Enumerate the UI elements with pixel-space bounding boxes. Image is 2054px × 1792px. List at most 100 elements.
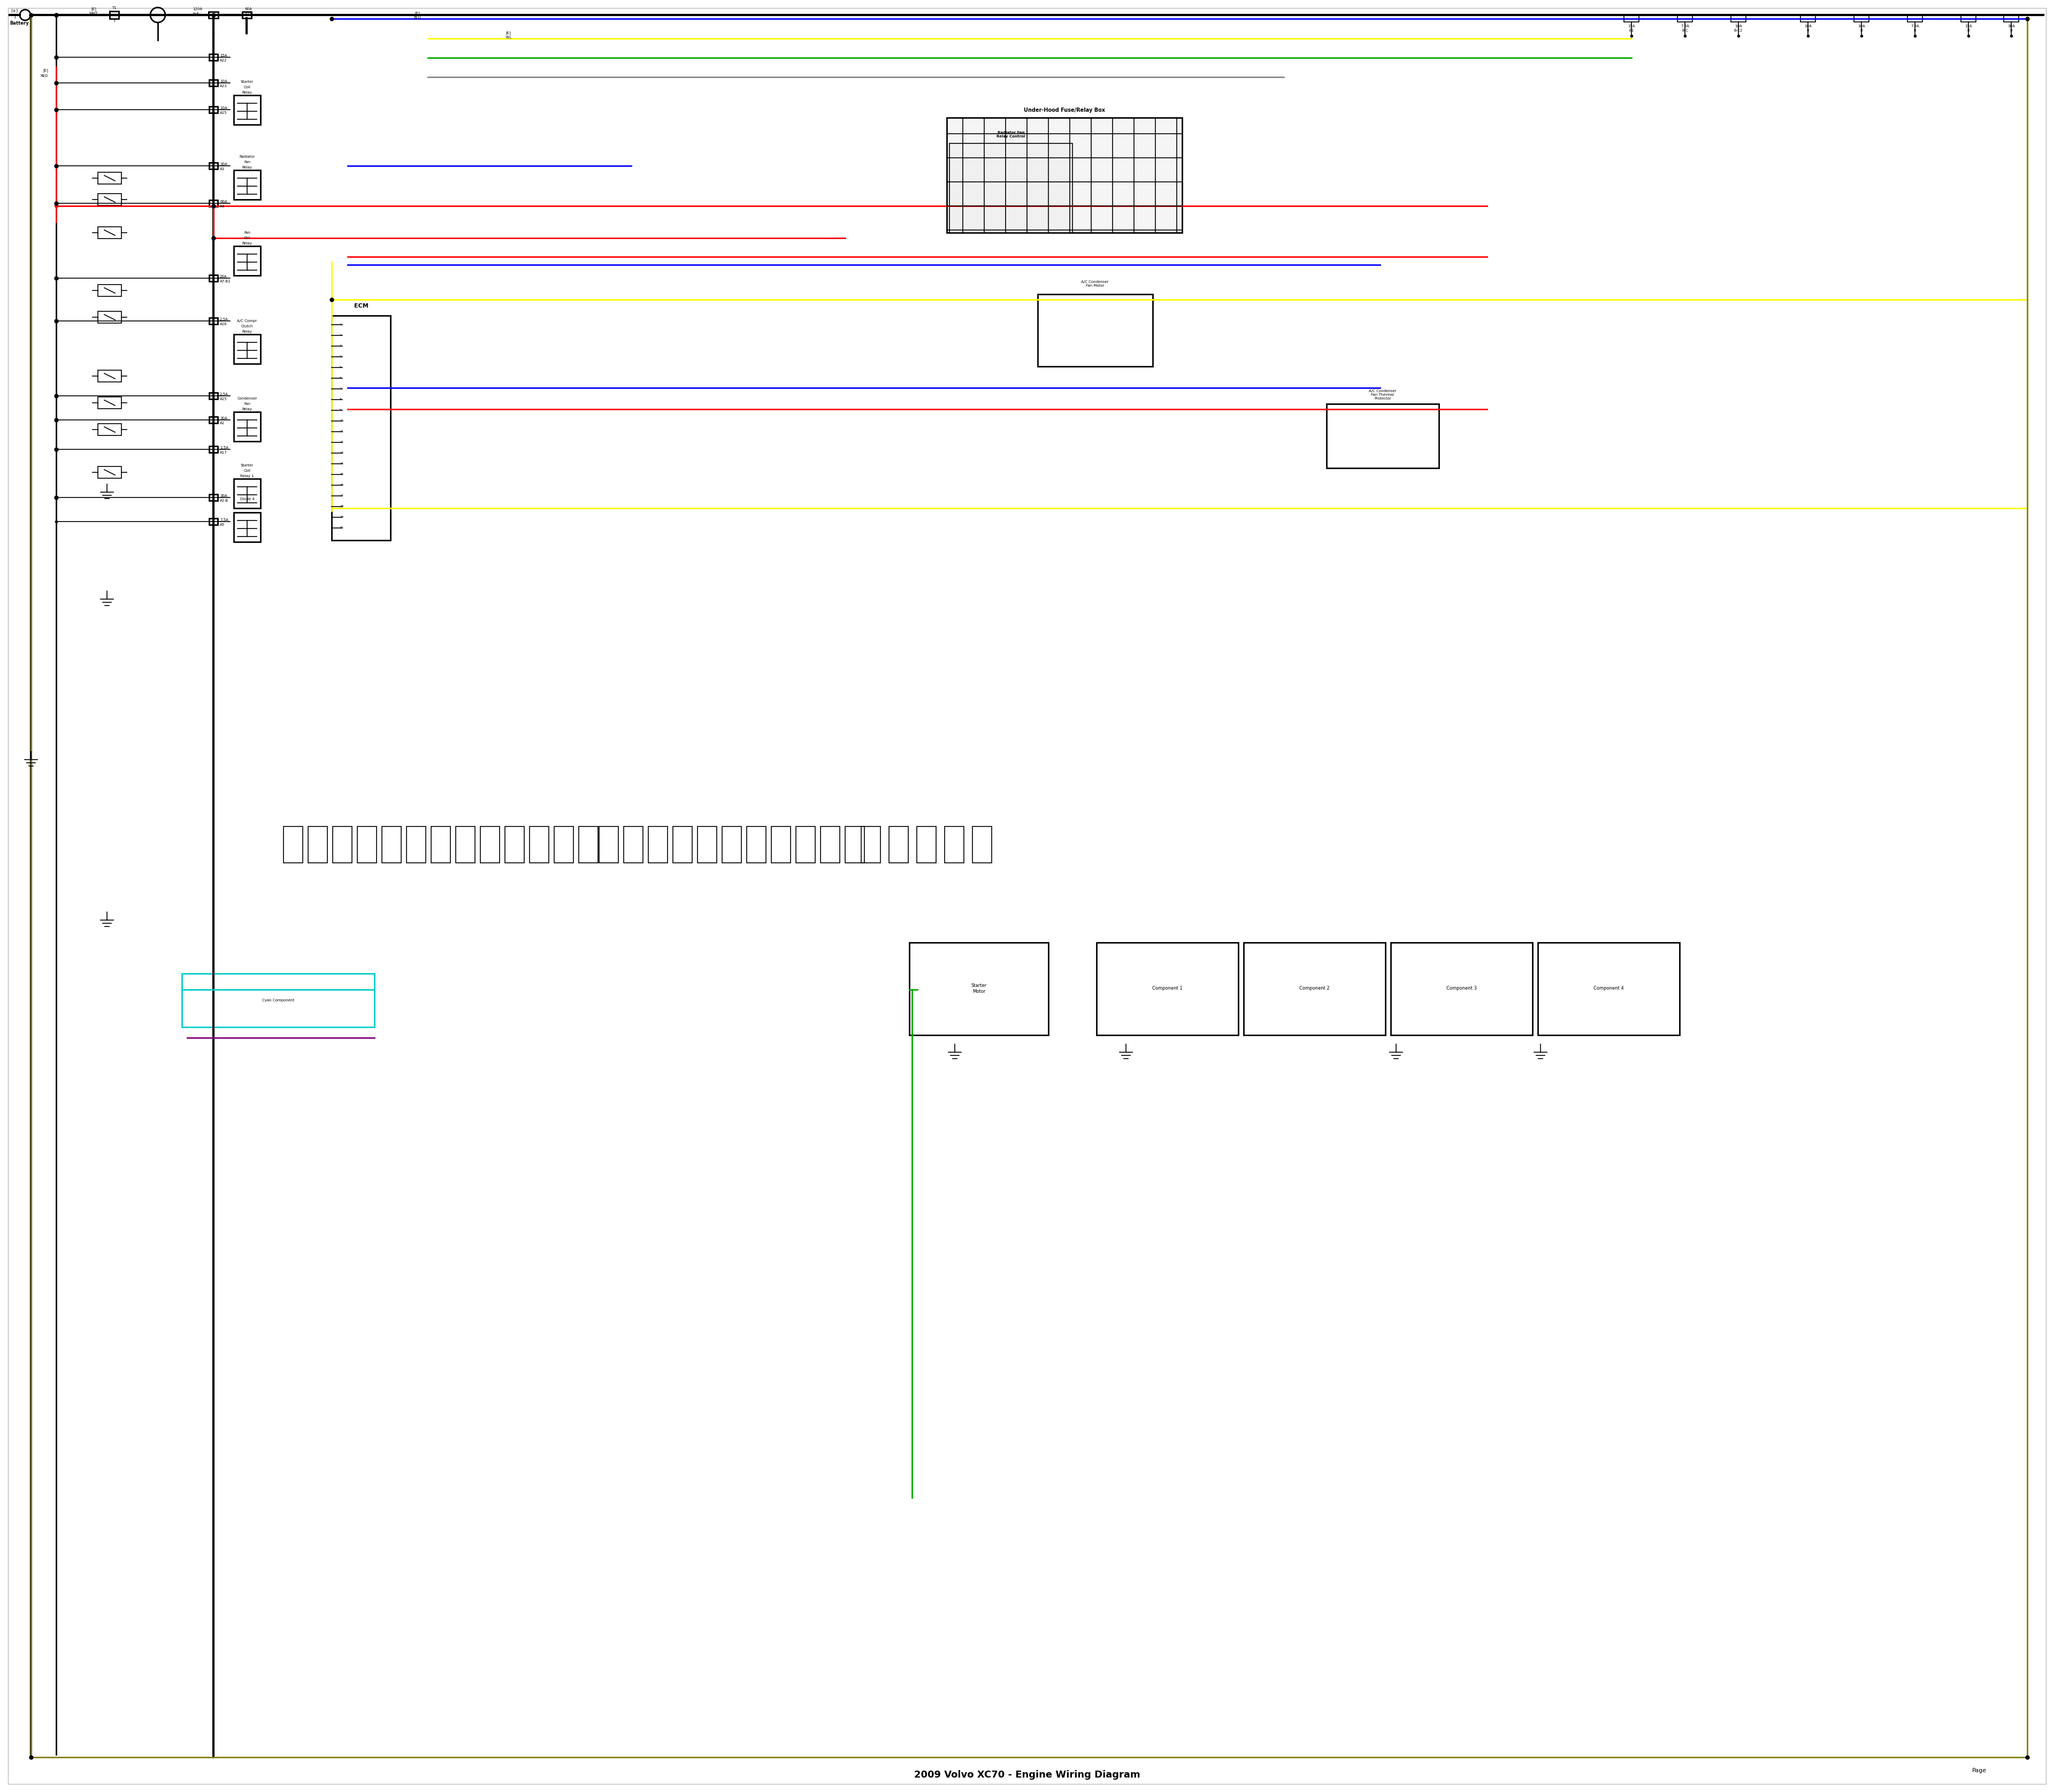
Bar [1625,16,1639,22]
Text: 12: 12 [339,441,343,444]
Text: 2.5A: 2.5A [220,392,228,396]
Text: 13: 13 [339,452,343,455]
Bar [234,170,261,199]
Text: Fan: Fan [244,401,251,405]
Bar [210,163,218,168]
Text: Relay: Relay [242,407,253,410]
Bar [210,518,218,525]
Text: A17: A17 [220,452,228,453]
Text: Radiator: Radiator [238,156,255,158]
Text: 1: 1 [113,18,115,22]
Text: Relay: Relay [242,167,253,168]
Bar [283,826,302,862]
Bar [357,826,376,862]
Text: Fan: Fan [244,231,251,235]
Bar [844,826,865,862]
Text: Condenser: Condenser [236,396,257,400]
Text: 14: 14 [339,462,343,466]
Bar [1327,403,1440,468]
Text: Starter: Starter [240,464,253,468]
Text: 30A: 30A [2007,25,2015,29]
Bar [723,826,741,862]
Text: 19: 19 [339,516,343,518]
Text: 20A: 20A [220,274,228,278]
Text: 7.5A: 7.5A [220,518,228,521]
Text: 60A: 60A [220,201,228,202]
Bar [910,943,1048,1036]
Text: A25: A25 [220,398,228,401]
Text: 7.5A: 7.5A [1680,25,1688,29]
Text: A5: A5 [220,523,224,527]
Text: YEL: YEL [505,36,511,39]
Bar [333,826,351,862]
Bar [889,826,908,862]
Bar [748,826,766,862]
Text: 30A: 30A [220,418,228,419]
Text: [E]: [E] [415,11,419,14]
Bar [674,826,692,862]
Bar [99,423,121,435]
Bar [210,418,218,423]
Text: Component 4: Component 4 [1594,986,1623,991]
Bar [624,826,643,862]
Bar [1962,16,1976,22]
Text: Component 3: Component 3 [1446,986,1477,991]
Text: Coil: Coil [244,86,251,90]
Text: 15A: 15A [1627,25,1635,29]
Text: B-C: B-C [1682,29,1688,32]
Bar [1037,294,1152,366]
Bar [555,826,573,862]
Text: A3: A3 [220,167,224,170]
Text: Starter
Motor: Starter Motor [972,984,986,995]
Text: 10A: 10A [1736,25,1742,29]
Bar [99,285,121,296]
Text: B: B [2011,29,2013,32]
Bar [505,826,524,862]
Text: 15A: 15A [220,54,228,57]
Bar [99,228,121,238]
Bar [772,826,791,862]
Text: Relay: Relay [242,330,253,333]
Bar [99,194,121,206]
Bar [456,826,474,862]
Text: A7-B1: A7-B1 [220,280,230,283]
Bar [210,54,218,61]
Bar [698,826,717,862]
Bar [382,826,401,862]
Text: A26: A26 [220,323,228,326]
Text: A/C Condenser
Fan Motor: A/C Condenser Fan Motor [1080,280,1109,287]
Text: Clutch: Clutch [240,324,253,328]
Bar [99,396,121,409]
Text: A2-B: A2-B [220,500,228,502]
Text: B-C2: B-C2 [1734,29,1742,32]
Bar [210,317,218,324]
Bar [210,274,218,281]
Text: Diode 4: Diode 4 [240,498,255,500]
Bar [649,826,668,862]
Text: 30A: 30A [220,495,228,498]
Bar [945,826,963,862]
Text: [E]: [E] [90,7,97,11]
Text: A4: A4 [220,204,224,208]
Text: B: B [1808,29,1810,32]
Bar [1243,943,1384,1036]
Text: 120A: 120A [193,7,201,11]
Bar [1855,16,1869,22]
Text: 15A: 15A [1966,25,1972,29]
Text: BLU: BLU [413,16,421,20]
Text: 10A: 10A [1857,25,1865,29]
Bar [234,478,261,509]
Text: Radiator Fan
Relay Control: Radiator Fan Relay Control [996,131,1025,138]
Text: A/C Condenser
Fan Thermal
Protector: A/C Condenser Fan Thermal Protector [1368,389,1397,400]
Text: Battery: Battery [10,22,29,25]
Bar [210,13,218,18]
Bar [210,106,218,113]
Bar [600,826,618,862]
Bar [99,312,121,323]
Text: A/C Compr: A/C Compr [236,319,257,323]
Text: 18: 18 [339,505,343,507]
Text: ECM: ECM [353,303,368,308]
Bar [331,315,390,539]
Text: WHT: WHT [88,13,99,14]
Text: B: B [1861,29,1863,32]
